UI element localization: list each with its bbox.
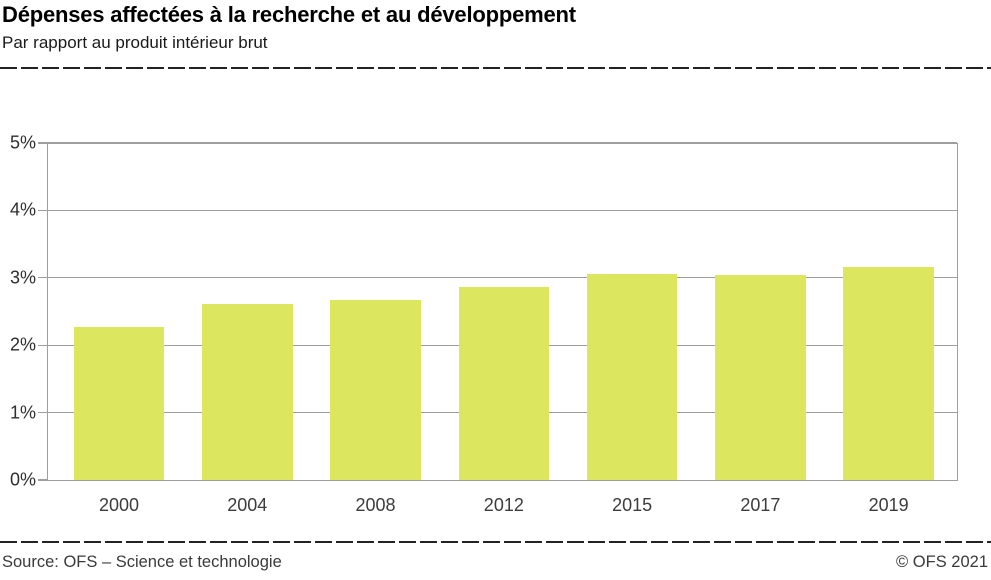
source-text: Source: OFS – Science et technologie (2, 553, 282, 571)
y-tick-label-0pct: 0% (9, 469, 36, 490)
y-tick-label-1pct: 1% (9, 402, 36, 423)
y-tick-label-3pct: 3% (9, 267, 36, 288)
x-tick-label-2008: 2008 (355, 495, 396, 515)
x-tick-label-2019: 2019 (868, 495, 909, 515)
y-axis-tick-2pct (38, 344, 48, 346)
bar-2004 (201, 304, 293, 480)
x-tick-label-2017: 2017 (740, 495, 781, 515)
y-axis-tick-0pct (38, 479, 48, 481)
copyright-text: © OFS 2021 (896, 553, 988, 571)
y-axis-tick-3pct (38, 277, 48, 279)
x-tick-label-2012: 2012 (483, 495, 524, 515)
y-tick-label-5pct: 5% (9, 132, 36, 153)
bar-2019 (843, 267, 934, 480)
plot-area: 0% 1% 2% 3% 4% 5% 2000 2004 2008 2012 2015 2017 2019 (10, 133, 958, 515)
x-tick-label-2000: 2000 (98, 495, 140, 515)
gridline-4pct (48, 209, 957, 212)
y-tick-label-4pct: 4% (9, 199, 36, 220)
x-tick-label-2015: 2015 (612, 495, 653, 515)
bar-2015 (586, 273, 678, 480)
bar-2000 (73, 326, 165, 480)
bar-2017 (715, 274, 806, 480)
gridline-5pct (48, 142, 957, 144)
chart-subtitle: Par rapport au produit intérieur brut (2, 33, 268, 52)
y-axis-tick-1pct (38, 411, 48, 414)
bar-2008 (330, 300, 421, 480)
y-tick-label-2pct: 2% (9, 334, 36, 355)
gridline-3pct (48, 277, 957, 279)
footer-divider-dashed-line (0, 541, 991, 543)
chart-title: Dépenses affectées à la recherche et au … (2, 2, 576, 27)
x-tick-label-2004: 2004 (227, 495, 268, 515)
header-divider-dashed-line (0, 67, 991, 69)
y-axis-tick-5pct (38, 142, 48, 144)
bar-2012 (458, 286, 550, 480)
y-axis-tick-4pct (38, 209, 48, 212)
